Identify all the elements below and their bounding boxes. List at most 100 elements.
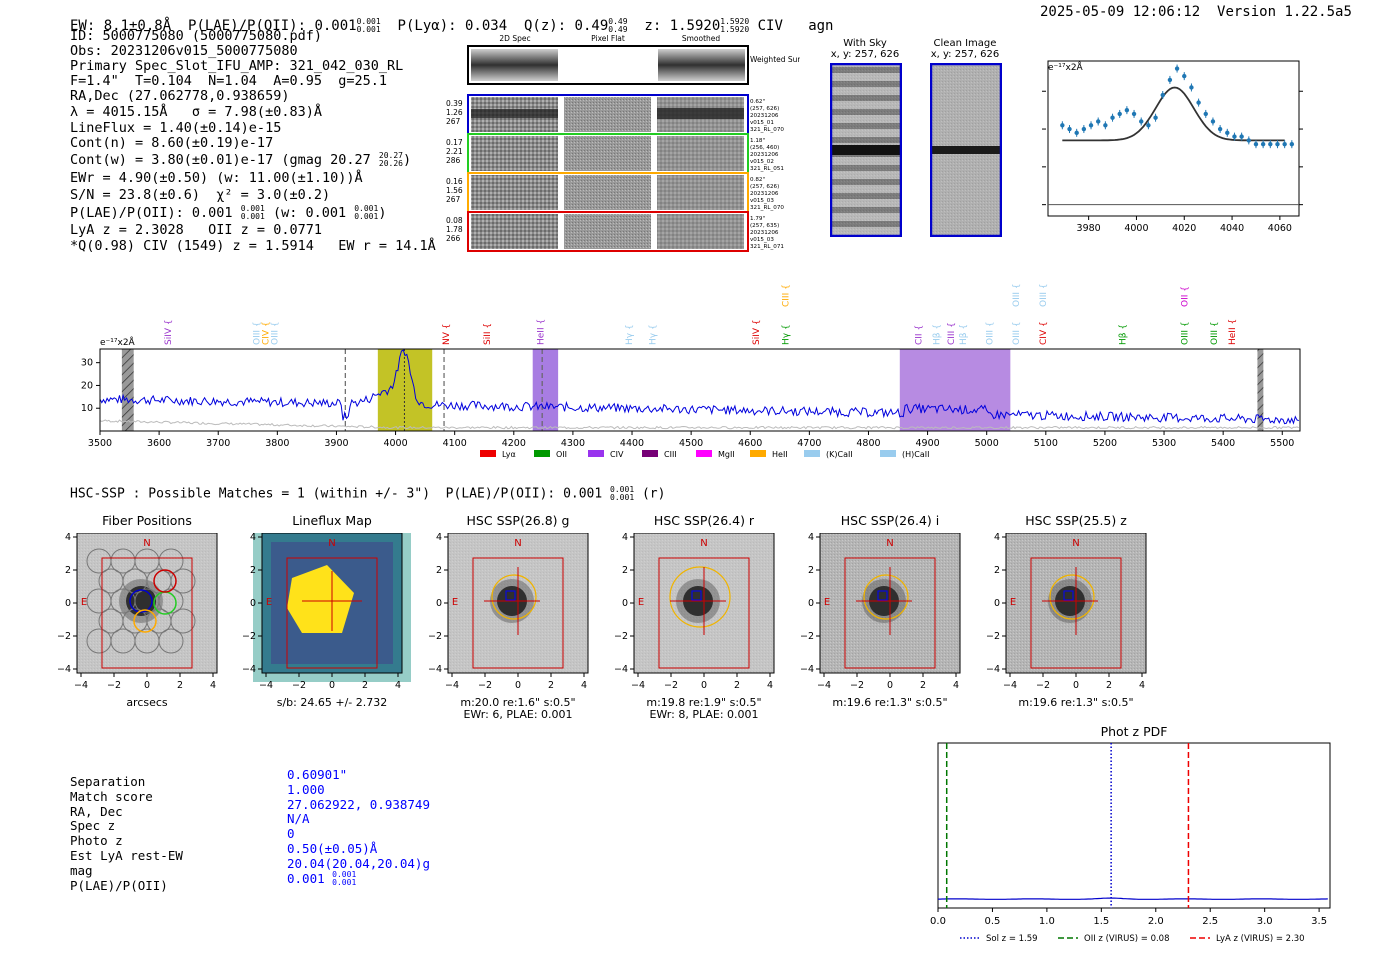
legend-swatch [588, 450, 604, 457]
hsc-summary-lo: 0.001 [610, 493, 635, 502]
zoom-point [1088, 123, 1094, 128]
spec-band [377, 349, 433, 431]
header-qz: Q(z): 0.49 [523, 18, 609, 34]
hsc-xtick-label: −2 [478, 680, 492, 691]
header-qz-hi: 0.49 [608, 17, 628, 26]
hsc-panel: N E −4−4 −2 −2 0 0 2 2 4 4 [57, 533, 218, 691]
info-lya: LyA z = 2.3028 OII z = 0.0771 [70, 222, 322, 238]
zoom-point [1203, 111, 1208, 117]
spec-xtick-label: 3700 [206, 438, 230, 449]
info-plae-w-lo: 0.001 [354, 212, 379, 221]
hsc-ytick-label: 2 [250, 565, 256, 576]
header-datetime: 2025-05-09 12:06:12 [1040, 4, 1201, 20]
hsc-xtick-label: 0 [887, 680, 893, 691]
match-value: 1.000 [287, 781, 325, 797]
hsc-xtick-label: 0 [144, 680, 150, 691]
strip-stat: 0.39 [446, 99, 463, 108]
spec-error-trace [99, 419, 1300, 430]
hsc-ytick-label: 4 [65, 533, 71, 543]
strip-info: 20231206 [750, 230, 779, 236]
legend-swatch [534, 450, 550, 457]
pdf-xtick-label: 3.5 [1311, 916, 1327, 927]
info-ewr: EWr = 4.90(±0.50) (w: 11.00(±1.10))Å [70, 170, 363, 186]
hsc-xtick-label: 4 [953, 680, 959, 691]
match-plae-hi: 0.001 [332, 870, 357, 880]
spectral-line-label: OIII { [1012, 283, 1022, 307]
strip-info: 1.18" [750, 138, 765, 144]
clean-xy: x, y: 257, 626 [930, 49, 1000, 60]
info-plae-text: P(LAE)/P(OII): 0.001 [70, 205, 233, 221]
hsc-panel-caption: EWr: 6, PLAE: 0.001 [463, 708, 573, 721]
match-value: 20.04(20.04,20.04)g [287, 855, 430, 871]
hsc-ytick-label: −2 [800, 631, 814, 642]
aperture-circle [1049, 574, 1095, 620]
pdf-legend-label: LyA z (VIRUS) = 2.30 [1216, 934, 1305, 944]
spectral-line-label: SiIV { [752, 319, 762, 345]
hsc-ytick-label: 4 [436, 533, 442, 543]
north-label: N [328, 538, 335, 549]
match-label: Photo z [70, 833, 123, 849]
spec-ytick-label: 20 [81, 380, 93, 391]
hsc-panel-title: Fiber Positions [102, 513, 192, 528]
info-radec: RA,Dec (27.062778,0.938659) [70, 88, 290, 104]
legend-label: CIII [664, 450, 677, 459]
spectral-line-label: OIII { [270, 321, 280, 345]
zoom-point [1067, 126, 1072, 132]
header-type: agn [808, 18, 834, 34]
header-ew: EW: 8.1±0.8Å [70, 18, 172, 34]
hsc-ytick-label: 2 [994, 565, 1000, 576]
zoom-fit-curve [1062, 86, 1285, 142]
info-plae: P(LAE)/P(OII): 0.001 0.001 0.001 (w: 0.00… [70, 205, 386, 222]
strip-stat: 267 [446, 117, 461, 126]
pdf-legend-label: OII z (VIRUS) = 0.08 [1084, 934, 1170, 944]
hsc-xtick-label: −2 [107, 680, 121, 691]
header-qz-lo: 0.49 [608, 25, 628, 34]
info-contn: Cont(n) = 8.60(±0.19)e-17 [70, 135, 274, 151]
header-z-lo: 1.5920 [720, 25, 750, 34]
zoom-point [1239, 134, 1244, 139]
hsc-xtick-label: 2 [1106, 680, 1112, 691]
spec-xtick-label: 5400 [1211, 438, 1235, 449]
spectral-line-label: SiIV { [164, 319, 174, 345]
spec-band [899, 349, 1011, 431]
hsc-ytick-label: 0 [808, 598, 814, 609]
zoom-point [1060, 123, 1065, 128]
hsc-panel-title: HSC SSP(25.5) z [1025, 513, 1127, 528]
catalog-marker [877, 590, 888, 601]
spec-xtick-label: 3800 [265, 438, 289, 449]
weighted-2d [471, 49, 558, 81]
spec-unit: e⁻¹⁷x2Å [100, 336, 136, 348]
col-flat-title: Pixel Flat [591, 34, 625, 43]
hsc-xtick-label: −4 [817, 680, 831, 691]
spectral-line-label: Hγ { [625, 324, 635, 345]
col-smooth-title: Smoothed [682, 34, 721, 43]
spec-xtick-label: 3900 [324, 438, 348, 449]
spec-xtick-label: 4300 [561, 438, 585, 449]
match-value: N/A [287, 811, 310, 827]
north-label: N [514, 538, 521, 549]
strip-2d [471, 214, 558, 249]
zoom-point [1232, 134, 1237, 139]
spectral-line-label: OIII { [1181, 321, 1191, 345]
hsc-panel-title: Lineflux Map [292, 513, 372, 528]
hsc-ytick-label: −4 [428, 664, 442, 675]
zoom-point [1167, 77, 1173, 83]
info-sn: S/N = 23.8(±0.6) χ² = 3.0(±0.2) [70, 187, 331, 203]
pdf-xtick-label: 1.5 [1093, 916, 1109, 927]
zoom-point [1282, 141, 1287, 147]
zoom-point [1081, 126, 1087, 132]
info-obs: Obs: 20231206v015_5000775080 [70, 43, 298, 59]
strip-info: (257, 626) [750, 106, 779, 112]
search-box [844, 557, 936, 669]
legend-swatch [480, 450, 496, 457]
search-box [101, 557, 193, 669]
zoom-point [1246, 138, 1251, 143]
hsc-xtick-label: −4 [631, 680, 645, 691]
strip-stat: 0.08 [446, 216, 463, 225]
hsc-xtick-label: 4 [767, 680, 773, 691]
zoom-plot-frame [1047, 60, 1300, 217]
hsc-ytick-label: 4 [808, 533, 814, 543]
strip-info: 0.62" [750, 99, 765, 105]
east-label: E [638, 597, 644, 608]
